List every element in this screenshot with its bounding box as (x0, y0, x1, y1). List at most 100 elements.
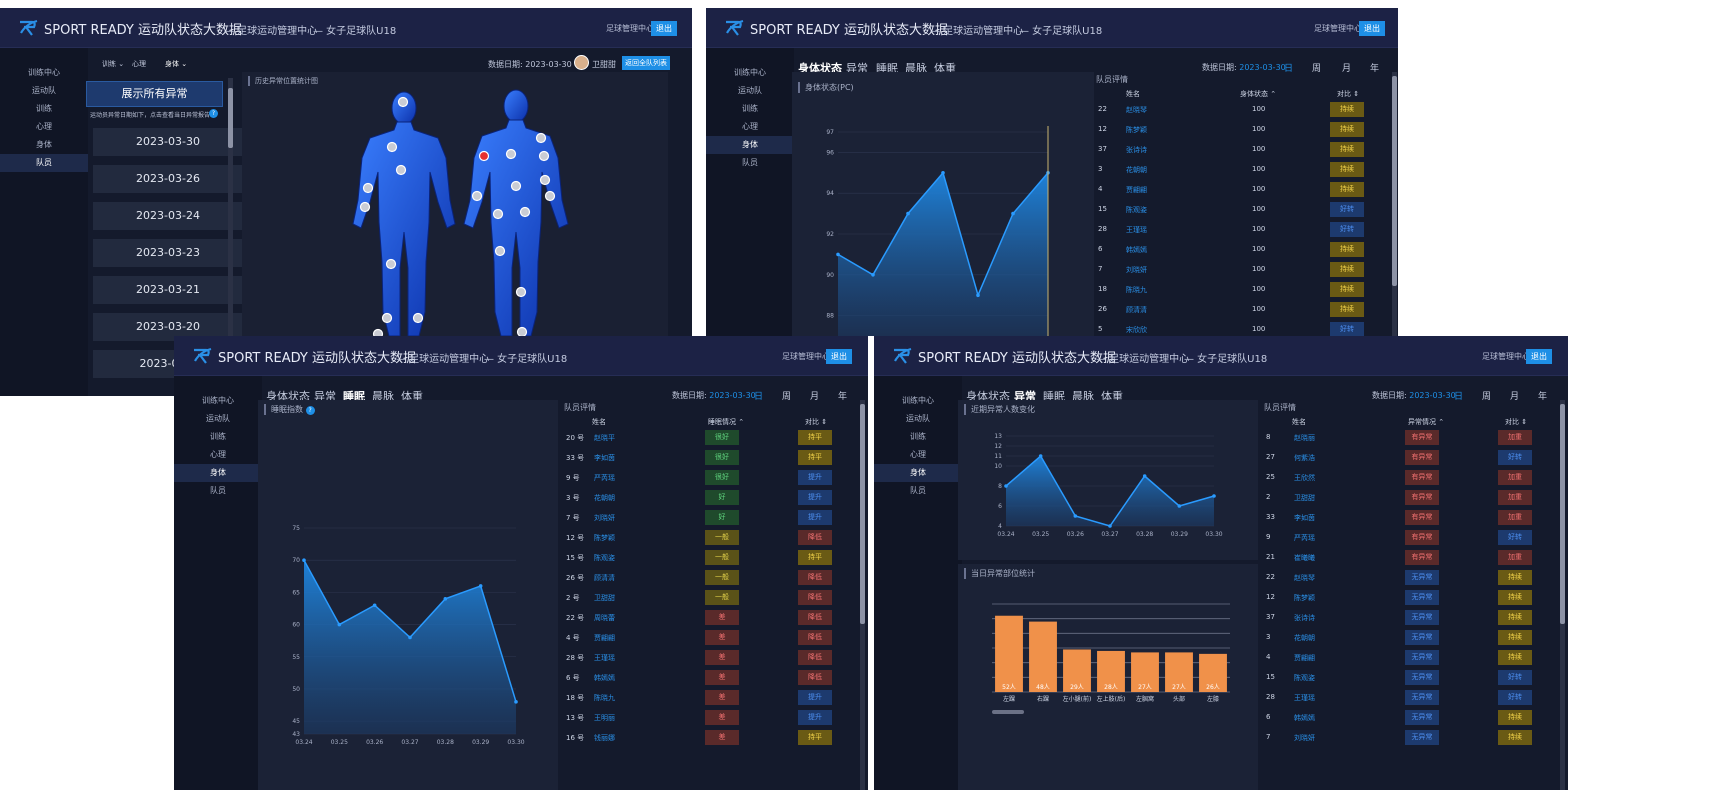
table-row[interactable]: 4 贾翩翩 100 持续 (1094, 180, 1390, 200)
player-name-link[interactable]: 陈梦颖 (1126, 126, 1147, 134)
col-metric-sort[interactable]: 睡眠情况 ⌃ (708, 418, 745, 426)
col-compare-sort[interactable]: 对比 ⇕ (805, 418, 828, 426)
player-name-link[interactable]: 严芮瑶 (594, 474, 615, 482)
sidebar-item-training-center[interactable]: 训练中心 (902, 396, 934, 405)
logout-button[interactable]: 退出 (826, 349, 852, 364)
show-all-anomalies-button[interactable]: 展示所有异常 (86, 81, 223, 107)
player-name-link[interactable]: 赵晓琴 (1126, 106, 1147, 114)
table-row[interactable]: 4 贾翩翩 无异常 持续 (1262, 648, 1558, 668)
help-icon[interactable]: ? (209, 109, 218, 118)
sidebar-item-training[interactable]: 训练 (210, 432, 226, 441)
player-name-link[interactable]: 顾清清 (1126, 306, 1147, 314)
tab-weight[interactable]: 体重 (1101, 390, 1123, 403)
sidebar-item-psych[interactable]: 心理 (742, 122, 758, 131)
player-name-link[interactable]: 王明丽 (594, 714, 615, 722)
filter-body[interactable]: 身体 ⌄ (165, 60, 188, 68)
breadcrumb-center[interactable]: — 足球运动管理中心 (930, 26, 1024, 37)
player-name-link[interactable]: 李如茵 (1294, 514, 1315, 522)
player-name-link[interactable]: 陈晓九 (594, 694, 615, 702)
player-name-link[interactable]: 刘晓妍 (1294, 734, 1315, 742)
table-row[interactable]: 27 何紫浩 有异常 好转 (1262, 448, 1558, 468)
table-row[interactable]: 2 卫甜甜 有异常 加重 (1262, 488, 1558, 508)
period-month[interactable]: 月 (1342, 64, 1352, 74)
player-name-link[interactable]: 刘晓妍 (1126, 266, 1147, 274)
table-row[interactable]: 6 韩嫣嫣 100 持续 (1094, 240, 1390, 260)
period-month[interactable]: 月 (810, 392, 820, 402)
sidebar-item-team[interactable]: 运动队 (738, 86, 762, 95)
tab-body-status[interactable]: 身体状态 (266, 390, 310, 403)
sidebar-item-training[interactable]: 训练 (36, 104, 52, 113)
tab-pulse[interactable]: 晨脉 (905, 62, 927, 75)
table-row[interactable]: 4 号 贾翩翩 差 降低 (562, 628, 858, 648)
filter-training[interactable]: 训练 ⌄ (102, 60, 125, 68)
table-row[interactable]: 15 陈观姿 无异常 好转 (1262, 668, 1558, 688)
player-name-link[interactable]: 崔曦曦 (1294, 554, 1315, 562)
sidebar-item-body[interactable]: 身体 (874, 464, 962, 482)
table-row[interactable]: 12 陈梦颖 无异常 持续 (1262, 588, 1558, 608)
period-day[interactable]: 日 (1454, 392, 1464, 402)
player-name-link[interactable]: 花朝朝 (594, 494, 615, 502)
period-year[interactable]: 年 (1370, 64, 1380, 74)
table-row[interactable]: 15 号 陈观姿 一般 持平 (562, 548, 858, 568)
player-name-link[interactable]: 陈观姿 (1294, 674, 1315, 682)
period-year[interactable]: 年 (1538, 392, 1548, 402)
player-name-link[interactable]: 卫甜甜 (594, 594, 615, 602)
player-name-link[interactable]: 王瑾瑶 (1294, 694, 1315, 702)
player-name-link[interactable]: 张诗诗 (1126, 146, 1147, 154)
anomaly-date-button[interactable]: 2023-03-23 (93, 239, 243, 267)
table-row[interactable]: 3 花朝朝 100 持续 (1094, 160, 1390, 180)
logout-button[interactable]: 退出 (651, 21, 677, 36)
table-row[interactable]: 6 韩嫣嫣 无异常 持续 (1262, 708, 1558, 728)
player-name-link[interactable]: 顾清清 (594, 574, 615, 582)
player-name-link[interactable]: 花朝朝 (1294, 634, 1315, 642)
table-row[interactable]: 25 王欣然 有异常 加重 (1262, 468, 1558, 488)
table-row[interactable]: 37 张诗诗 100 持续 (1094, 140, 1390, 160)
table-row[interactable]: 18 陈晓九 100 持续 (1094, 280, 1390, 300)
table-row[interactable]: 18 号 陈晓九 差 提升 (562, 688, 858, 708)
sidebar-item-training[interactable]: 训练 (742, 104, 758, 113)
help-icon[interactable]: ? (305, 406, 315, 415)
table-row[interactable]: 7 号 刘晓妍 好 提升 (562, 508, 858, 528)
player-name-link[interactable]: 陈晓九 (1126, 286, 1147, 294)
sidebar-item-training[interactable]: 训练 (910, 432, 926, 441)
player-name-link[interactable]: 贾翩翩 (594, 634, 615, 642)
table-scrollbar[interactable] (860, 400, 865, 790)
table-row[interactable]: 26 顾清清 100 持续 (1094, 300, 1390, 320)
tab-weight[interactable]: 体重 (401, 390, 423, 403)
sidebar-item-team[interactable]: 运动队 (906, 414, 930, 423)
player-name-link[interactable]: 宋欣欣 (1126, 326, 1147, 334)
player-name-link[interactable]: 陈梦颖 (594, 534, 615, 542)
player-name-link[interactable]: 周晓蕾 (594, 614, 615, 622)
player-name-link[interactable]: 陈观姿 (1126, 206, 1147, 214)
sidebar-item-team[interactable]: 运动队 (32, 86, 56, 95)
sidebar-item-psych[interactable]: 心理 (910, 450, 926, 459)
table-scrollbar[interactable] (1560, 400, 1565, 790)
player-name-link[interactable]: 王瑾瑶 (1126, 226, 1147, 234)
table-row[interactable]: 33 号 李如茵 很好 持平 (562, 448, 858, 468)
sidebar-item-training-center[interactable]: 训练中心 (28, 68, 60, 77)
anomaly-date-button[interactable]: 2023-03-26 (93, 165, 243, 193)
table-row[interactable]: 20 号 赵晓平 很好 持平 (562, 428, 858, 448)
tab-anomaly[interactable]: 异常 (1014, 390, 1036, 403)
table-row[interactable]: 28 号 王瑾瑶 差 降低 (562, 648, 858, 668)
table-row[interactable]: 12 陈梦颖 100 持续 (1094, 120, 1390, 140)
sidebar-item-psych[interactable]: 心理 (36, 122, 52, 131)
player-name-link[interactable]: 赵晓琴 (1294, 574, 1315, 582)
sidebar-item-players[interactable]: 队员 (210, 486, 226, 495)
player-name-link[interactable]: 王欣然 (1294, 474, 1315, 482)
table-row[interactable]: 9 严芮瑶 有异常 好转 (1262, 528, 1558, 548)
table-row[interactable]: 5 宋欣欣 100 好转 (1094, 320, 1390, 336)
table-row[interactable]: 3 号 花朝朝 好 提升 (562, 488, 858, 508)
sidebar-item-players[interactable]: 队员 (742, 158, 758, 167)
breadcrumb-team[interactable]: — 女子足球队U18 (484, 354, 568, 365)
period-day[interactable]: 日 (1284, 64, 1294, 74)
table-row[interactable]: 6 号 韩嫣嫣 差 降低 (562, 668, 858, 688)
logout-button[interactable]: 退出 (1526, 349, 1552, 364)
player-name-link[interactable]: 赵晓平 (594, 434, 615, 442)
period-week[interactable]: 周 (1482, 392, 1492, 402)
sidebar-item-training-center[interactable]: 训练中心 (202, 396, 234, 405)
anomaly-date-button[interactable]: 2023-03-30 (93, 128, 243, 156)
player-name-link[interactable]: 王瑾瑶 (594, 654, 615, 662)
table-row[interactable]: 9 号 严芮瑶 很好 提升 (562, 468, 858, 488)
player-name-link[interactable]: 贾翩翩 (1126, 186, 1147, 194)
